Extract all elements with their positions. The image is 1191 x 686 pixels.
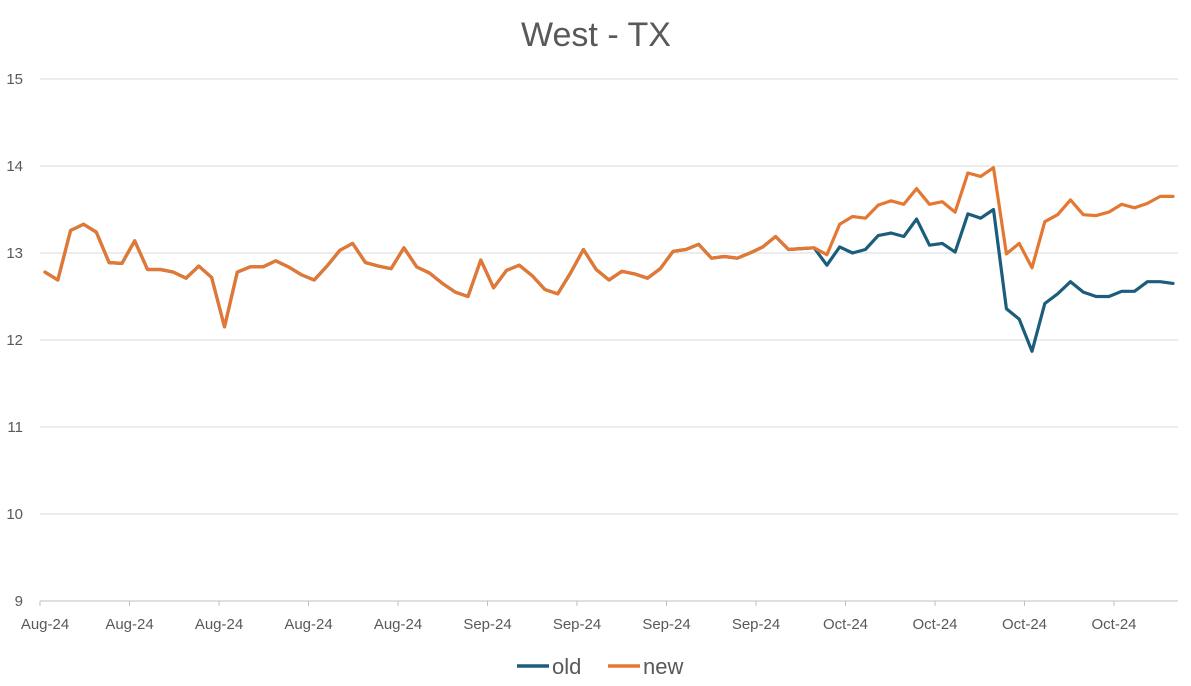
x-tick-label: Oct-24 [1091, 616, 1136, 633]
gridlines [40, 78, 1178, 602]
y-axis-ticks: 9 10 11 12 13 14 15 [6, 71, 23, 610]
x-tick-label: Aug-24 [105, 616, 153, 633]
y-tick-label: 9 [15, 593, 23, 610]
legend-label-old: old [552, 654, 581, 679]
x-tick-label: Aug-24 [284, 616, 332, 633]
y-tick-label: 12 [6, 332, 23, 349]
y-tick-label: 13 [6, 245, 23, 262]
x-tick-label: Aug-24 [21, 616, 69, 633]
x-tick-label: Sep-24 [732, 616, 780, 633]
y-tick-label: 11 [7, 419, 23, 436]
x-axis-ticks: Aug-24 Aug-24 Aug-24 Aug-24 Aug-24 Sep-24 Sep-… [21, 601, 1137, 633]
y-tick-label: 15 [6, 71, 23, 88]
x-tick-label: Sep-24 [642, 616, 690, 633]
x-tick-label: Sep-24 [463, 616, 511, 633]
legend-label-new: new [643, 654, 683, 679]
x-tick-label: Aug-24 [374, 616, 422, 633]
y-tick-label: 14 [6, 158, 23, 175]
x-tick-label: Sep-24 [553, 616, 601, 633]
series-lines [43, 166, 1175, 353]
x-tick-label: Oct-24 [912, 616, 957, 633]
x-tick-label: Aug-24 [195, 616, 243, 633]
y-tick-label: 10 [6, 506, 23, 523]
x-tick-label: Oct-24 [823, 616, 868, 633]
chart-title: West - TX [521, 16, 671, 54]
legend: old new [517, 654, 683, 679]
x-tick-label: Oct-24 [1002, 616, 1047, 633]
series-line-new [43, 166, 1175, 329]
